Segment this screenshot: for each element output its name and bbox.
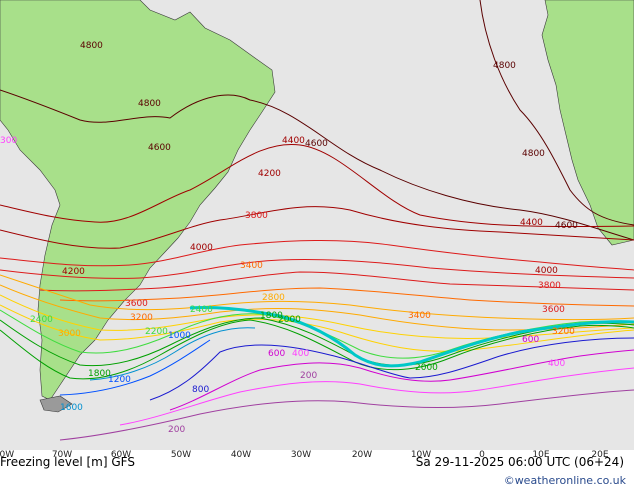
contour-600 xyxy=(169,349,634,411)
label-4000: 4000 xyxy=(535,266,558,276)
label-3800: 3800 xyxy=(538,281,561,291)
label-2800: 2800 xyxy=(262,293,285,303)
map-footer: Freezing level [m] GFS Sa 29-11-2025 06:… xyxy=(0,450,634,490)
label-4200: 4200 xyxy=(258,169,281,179)
longitude-label: 0 xyxy=(479,450,485,460)
contour-1200 xyxy=(59,339,211,396)
label-4600: 4600 xyxy=(148,143,171,153)
label-600: 600 xyxy=(522,335,539,345)
contour-2800 xyxy=(0,304,634,352)
label-1600: 1600 xyxy=(60,403,83,413)
contour-4200 xyxy=(0,239,634,271)
label-400: 400 xyxy=(548,359,565,369)
contour-4600 xyxy=(0,143,634,228)
label-3400: 3400 xyxy=(408,311,431,321)
label-2000: 2000 xyxy=(278,315,301,325)
label-4000: 4000 xyxy=(190,243,213,253)
freezing-front xyxy=(189,305,634,368)
map-canvas: 4800 4800 4800 4800 4600 4600 4600 4400 … xyxy=(0,0,634,441)
freezing-level-map: 4800 4800 4800 4800 4600 4600 4600 4400 … xyxy=(0,0,634,450)
label-4200: 4200 xyxy=(62,267,85,277)
label-4400: 4400 xyxy=(520,218,543,228)
label-4800: 4800 xyxy=(80,41,103,51)
label-4600: 4600 xyxy=(555,221,578,231)
contour-3600 xyxy=(59,287,634,307)
longitude-label: 40W xyxy=(230,450,252,460)
label-1200: 1200 xyxy=(108,375,131,385)
label-3600: 3600 xyxy=(542,305,565,315)
label-3200: 3200 xyxy=(552,327,575,337)
label-4600: 4600 xyxy=(305,139,328,149)
label-1800: 1800 xyxy=(88,369,111,379)
longitude-label: 10W xyxy=(410,450,432,460)
map-title: Freezing level [m] GFS xyxy=(0,455,135,469)
label-2200: 2200 xyxy=(145,327,168,337)
contour-1600 xyxy=(89,327,256,381)
label-300: 300 xyxy=(0,136,17,146)
label-3800: 3800 xyxy=(245,211,268,221)
label-200: 200 xyxy=(300,371,317,381)
longitude-label: 30W xyxy=(290,450,312,460)
label-800: 800 xyxy=(192,385,209,395)
contour-4000 xyxy=(0,258,634,279)
contour-1800 xyxy=(0,319,634,380)
label-3400: 3400 xyxy=(240,261,263,271)
longitude-label: 20W xyxy=(351,450,373,460)
label-4800: 4800 xyxy=(493,61,516,71)
contours-low xyxy=(59,327,634,441)
credit-link[interactable]: ©weatheronline.co.uk xyxy=(503,474,626,487)
contour-3800 xyxy=(39,271,634,292)
label-2400: 2400 xyxy=(190,305,213,315)
longitude-label: 80W xyxy=(0,450,15,460)
longitude-label: 50W xyxy=(170,450,192,460)
africa-land xyxy=(541,0,634,246)
label-4400: 4400 xyxy=(282,136,305,146)
label-400: 400 xyxy=(292,349,309,359)
contour-3400 xyxy=(0,274,634,320)
label-2000: 2000 xyxy=(415,363,438,373)
longitude-label: 60W xyxy=(110,450,132,460)
label-200: 200 xyxy=(168,425,185,435)
contour-4800-tropics xyxy=(0,89,634,241)
label-3600: 3600 xyxy=(125,299,148,309)
label-600: 600 xyxy=(268,349,285,359)
label-3000: 3000 xyxy=(58,329,81,339)
valid-time: Sa 29-11-2025 06:00 UTC (06+24) xyxy=(415,455,624,469)
contour-800 xyxy=(149,337,634,401)
longitude-label: 70W xyxy=(51,450,73,460)
contour-400 xyxy=(119,367,634,426)
label-2400: 2400 xyxy=(30,315,53,325)
label-1000: 1000 xyxy=(168,331,191,341)
contour-labels: 4800 4800 4800 4800 4600 4600 4600 4400 … xyxy=(0,41,578,435)
antarctic-fragment xyxy=(39,395,73,413)
contours-cold xyxy=(0,305,634,380)
contours-high xyxy=(0,0,634,307)
longitude-axis: 80W 70W 60W 50W 40W 30W 20W 10W 0 10E 20… xyxy=(0,450,634,462)
longitude-label: 10E xyxy=(532,450,550,460)
label-3200: 3200 xyxy=(130,313,153,323)
label-4800: 4800 xyxy=(138,99,161,109)
longitude-label: 20E xyxy=(591,450,609,460)
label-4800: 4800 xyxy=(522,149,545,159)
contour-4400 xyxy=(0,206,634,249)
contour-200 xyxy=(59,389,634,441)
contour-4800-africa xyxy=(479,0,634,226)
label-1800: 1800 xyxy=(260,311,283,321)
